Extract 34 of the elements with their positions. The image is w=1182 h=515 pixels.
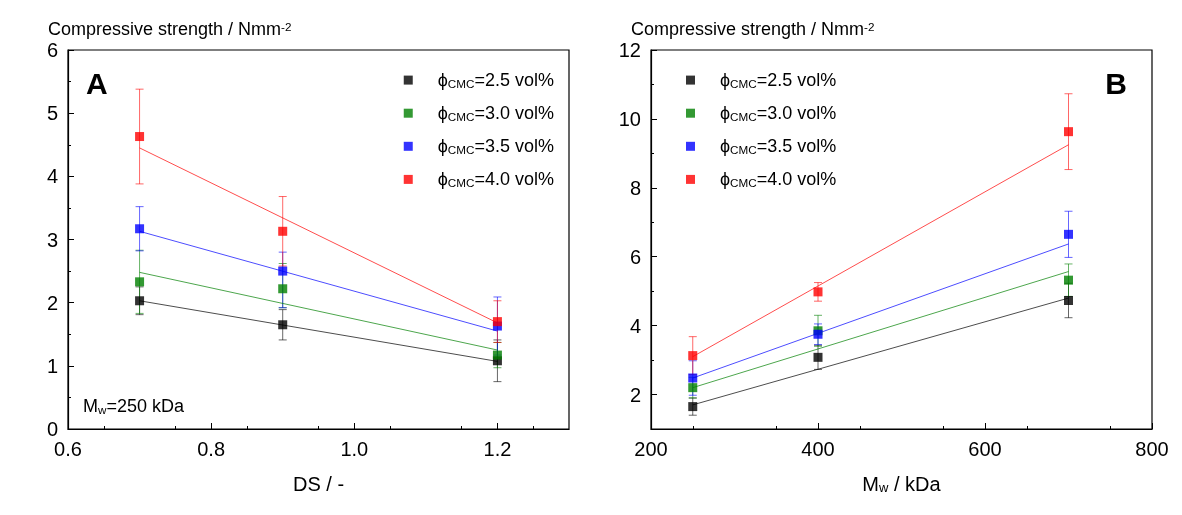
- legend-label: ϕCMC=3.0 vol%: [720, 103, 837, 124]
- legend-label: ϕCMC=3.5 vol%: [720, 136, 837, 157]
- y-tick-label: 6: [46, 39, 58, 61]
- x-tick-label: 800: [1135, 438, 1169, 460]
- y-tick-label: 3: [46, 228, 58, 251]
- legend-label: ϕCMC=2.5 vol%: [720, 70, 837, 91]
- x-tick-label: 600: [968, 438, 1002, 460]
- y-tick-label: 8: [629, 176, 641, 199]
- annotation: Mw=250 kDa: [83, 396, 185, 416]
- legend-label: ϕCMC=3.0 vol%: [437, 103, 555, 124]
- y-tick-label: 5: [46, 102, 58, 125]
- y-tick-label: 4: [629, 314, 641, 337]
- x-tick-label: 400: [801, 438, 835, 460]
- x-tick-label: 1.0: [340, 438, 369, 460]
- y-tick-label: 0: [46, 418, 58, 440]
- y-tick-label: 12: [618, 39, 641, 61]
- legend-label: ϕCMC=4.0 vol%: [720, 169, 837, 190]
- x-tick-label: 0.6: [54, 438, 82, 460]
- y-tick-label: 1: [46, 354, 58, 377]
- annotation: B: [1105, 66, 1128, 100]
- legend-label: ϕCMC=4.0 vol%: [437, 169, 555, 190]
- legend-label: ϕCMC=2.5 vol%: [437, 70, 555, 91]
- x-axis-title: DS / -: [292, 473, 345, 495]
- y-tick-label: 2: [46, 291, 58, 314]
- y-tick-label: 6: [629, 245, 641, 268]
- x-tick-label: 0.8: [197, 438, 226, 460]
- annotation: A: [86, 66, 108, 100]
- x-tick-label: 1.2: [483, 438, 512, 460]
- y-tick-label: 10: [618, 107, 641, 130]
- y-tick-label: 4: [46, 165, 58, 188]
- x-tick-label: 200: [634, 438, 668, 460]
- y-tick-label: 2: [629, 383, 641, 406]
- legend-label: ϕCMC=3.5 vol%: [437, 136, 555, 157]
- x-axis-title: Mw / kDa: [862, 473, 942, 495]
